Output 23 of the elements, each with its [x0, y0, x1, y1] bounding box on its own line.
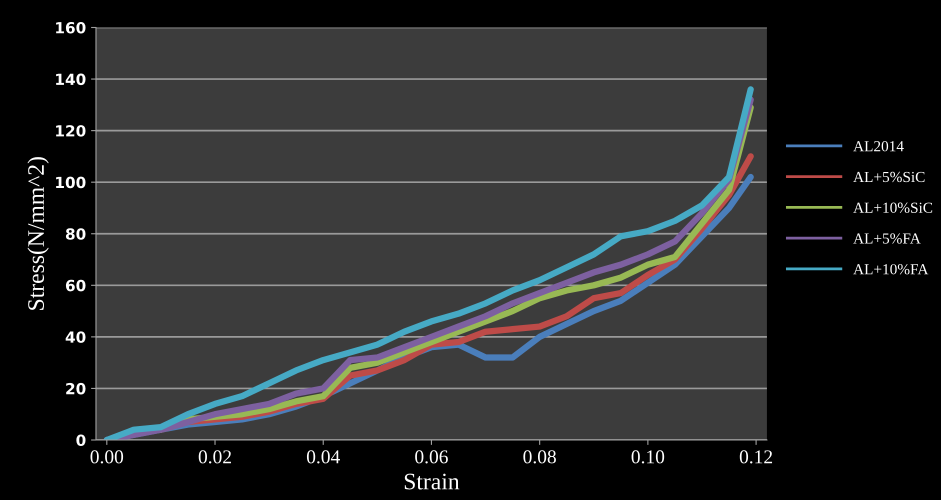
y-tick-label: 80 [66, 228, 86, 240]
y-tick-label: 20 [66, 382, 86, 394]
x-tick-label: 0.08 [523, 450, 556, 464]
x-axis-title: Strain [404, 474, 460, 490]
x-tick-label: 0.12 [740, 450, 772, 464]
x-tick-label: 0.02 [198, 450, 231, 464]
y-tick-label: 40 [66, 331, 86, 343]
x-tick-label: 0.00 [90, 450, 124, 464]
y-tick-label: 120 [56, 125, 86, 137]
y-tick-label: 60 [66, 280, 86, 292]
x-tick-label: 0.06 [415, 450, 448, 464]
legend-label: AL+5%FA [853, 233, 921, 244]
y-tick-label: 0 [76, 434, 86, 446]
x-tick-label: 0.04 [306, 450, 340, 464]
legend-label: AL+5%SiC [853, 172, 925, 182]
y-tick-label: 140 [56, 74, 86, 86]
legend-label: AL+10%FA [853, 264, 928, 274]
y-axis-title: Stress(N/mm^2) [27, 157, 49, 310]
y-tick-label: 100 [56, 176, 86, 188]
legend-label: AL+10%SiC [853, 202, 932, 213]
x-tick-label: 0.10 [632, 450, 664, 464]
legend-label: AL2014 [853, 141, 904, 152]
y-tick-label: 160 [56, 22, 86, 34]
